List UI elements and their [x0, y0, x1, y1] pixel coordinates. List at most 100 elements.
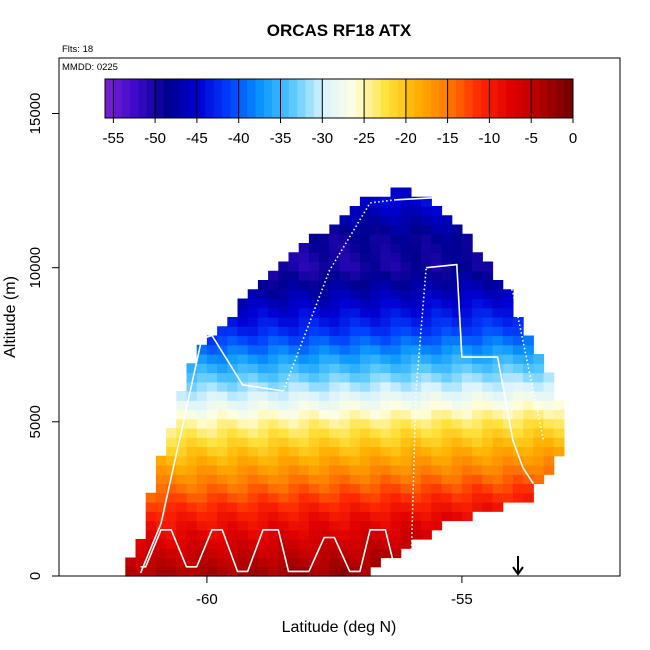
colorbar-cell — [514, 79, 524, 118]
heatmap-cell — [196, 502, 208, 512]
heatmap-cell — [339, 317, 351, 327]
heatmap-cell — [349, 215, 361, 226]
heatmap-cell — [451, 511, 463, 522]
heatmap-cell — [319, 520, 330, 531]
heatmap-cell — [339, 215, 351, 226]
heatmap-cell — [421, 418, 432, 429]
heatmap-cell — [523, 492, 534, 503]
x-axis: -60 -55 — [196, 576, 473, 608]
heatmap-cell — [278, 418, 290, 429]
heatmap-cell — [217, 502, 228, 512]
heatmap-cell — [319, 400, 330, 411]
heatmap-cell — [410, 483, 422, 494]
heatmap-cell — [502, 455, 514, 466]
heatmap-cell — [278, 298, 290, 309]
heatmap-cell — [410, 215, 422, 226]
heatmap-cell — [349, 372, 361, 383]
heatmap-cell — [319, 354, 330, 364]
heatmap-cell — [217, 372, 228, 383]
heatmap-cell — [451, 446, 463, 457]
heatmap-cell — [370, 252, 381, 263]
heatmap-cell — [206, 446, 218, 457]
heatmap-cell — [400, 307, 412, 318]
heatmap-cell — [196, 437, 208, 448]
heatmap-cell — [400, 455, 412, 466]
heatmap-cell — [155, 557, 167, 568]
heatmap-cell — [390, 363, 402, 374]
heatmap-cell — [288, 437, 300, 448]
heatmap-cell — [329, 465, 341, 475]
heatmap-cell — [196, 409, 208, 420]
heatmap-cell — [196, 391, 208, 401]
heatmap-cell — [370, 539, 381, 549]
heatmap-cell — [247, 307, 259, 318]
heatmap-cell — [227, 428, 239, 438]
heatmap-cell — [370, 243, 381, 253]
heatmap-cell — [502, 391, 514, 401]
heatmap-cell — [400, 474, 412, 485]
heatmap-cell — [441, 511, 453, 522]
colorbar-tick-label: -45 — [186, 130, 208, 147]
colorbar-cell — [146, 79, 156, 118]
heatmap-cell — [166, 437, 177, 448]
heatmap-cell — [268, 381, 279, 392]
heatmap-cell — [298, 400, 310, 411]
heatmap-cell — [308, 298, 320, 309]
colorbar-cell — [138, 79, 148, 118]
heatmap-cell — [155, 474, 167, 485]
heatmap-cell — [441, 298, 453, 309]
heatmap-cell — [421, 483, 432, 494]
heatmap-cell — [125, 566, 137, 577]
heatmap-cell — [237, 409, 249, 420]
heatmap-cell — [196, 446, 208, 457]
heatmap-cell — [298, 381, 310, 392]
heatmap-cell — [431, 474, 443, 485]
heatmap-cell — [492, 455, 504, 466]
heatmap-cell — [380, 381, 392, 392]
colorbar-cell — [105, 79, 114, 118]
heatmap-cell — [217, 344, 228, 355]
heatmap-cell — [206, 335, 218, 346]
heatmap-cell — [257, 335, 269, 346]
heatmap-cell — [431, 372, 443, 383]
heatmap-cell — [349, 418, 361, 429]
heatmap-cell — [237, 428, 249, 438]
heatmap-cell — [196, 539, 208, 549]
heatmap-cell — [339, 354, 351, 364]
heatmap-cell — [482, 492, 494, 503]
flight-track-segment — [461, 199, 545, 441]
heatmap-cell — [319, 502, 330, 512]
heatmap-cell — [421, 381, 432, 392]
heatmap-cell — [421, 354, 432, 364]
heatmap-cell — [339, 465, 351, 475]
heatmap-cell — [308, 446, 320, 457]
heatmap-cell — [421, 206, 432, 216]
heatmap-cell — [257, 391, 269, 401]
heatmap-cell — [278, 326, 290, 337]
heatmap-cell — [370, 298, 381, 309]
heatmap-cell — [461, 437, 473, 448]
heatmap-cell — [441, 455, 453, 466]
heatmap-cell — [390, 418, 402, 429]
heatmap-cell — [400, 511, 412, 522]
heatmap-cell — [472, 298, 483, 309]
heatmap-cell — [196, 483, 208, 494]
heatmap-cell — [441, 280, 453, 290]
colorbar-cell — [430, 79, 440, 118]
heatmap-cell — [390, 529, 402, 540]
heatmap-cell — [421, 280, 432, 290]
colorbar-cell — [556, 79, 566, 118]
heatmap-cell — [288, 317, 300, 327]
heatmap-cell — [278, 446, 290, 457]
heatmap-cell — [482, 428, 494, 438]
heatmap-cell — [431, 520, 443, 531]
heatmap-cell — [237, 326, 249, 337]
heatmap-cell — [400, 529, 412, 540]
heatmap-cell — [186, 474, 198, 485]
heatmap-cell — [329, 363, 341, 374]
heatmap-cell — [247, 520, 259, 531]
heatmap-cell — [492, 307, 504, 318]
flight-track-segment — [410, 267, 427, 570]
heatmap-cell — [359, 215, 371, 226]
heatmap-cell — [176, 474, 188, 485]
